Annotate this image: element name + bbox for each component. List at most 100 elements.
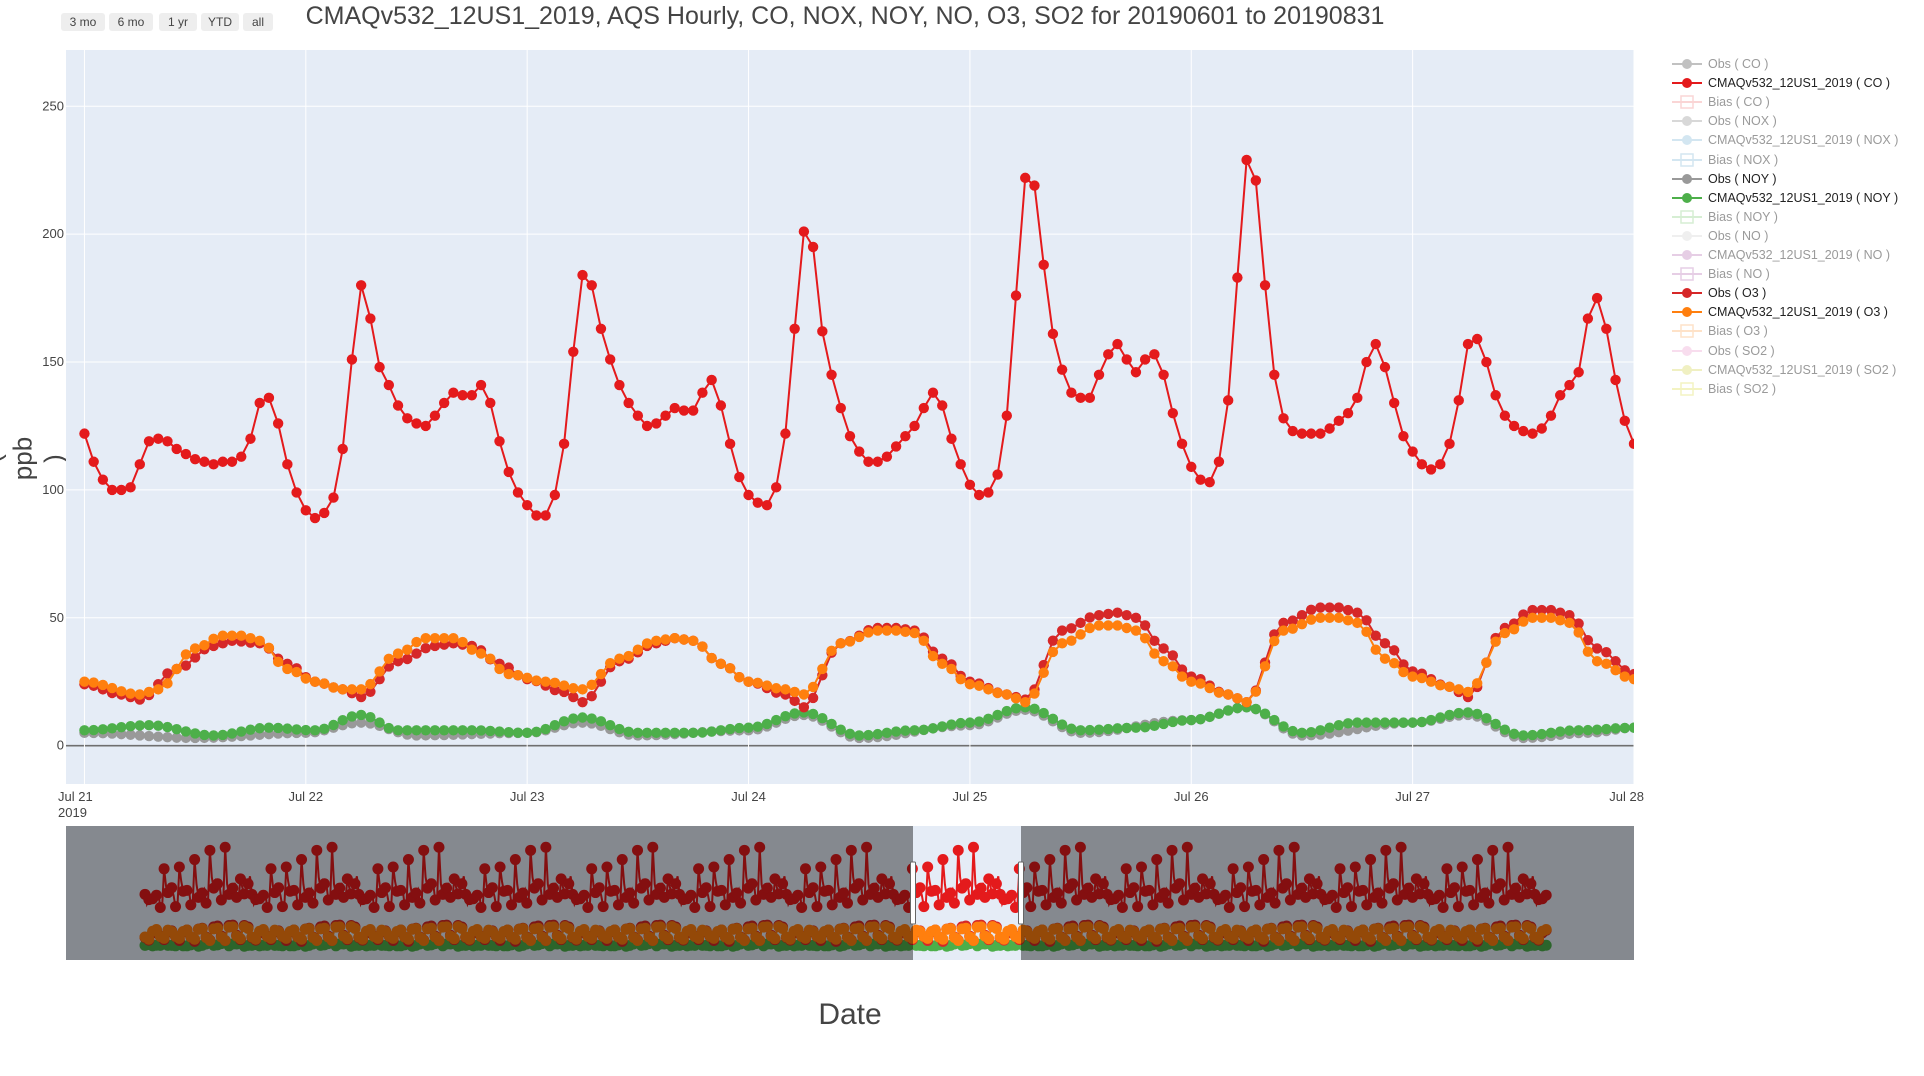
data-point[interactable]	[1167, 716, 1179, 728]
data-point[interactable]	[734, 471, 745, 483]
data-point[interactable]	[1379, 361, 1391, 373]
data-point[interactable]	[106, 682, 118, 694]
data-point[interactable]	[1435, 680, 1446, 691]
data-point[interactable]	[319, 723, 330, 735]
data-point[interactable]	[1333, 602, 1345, 613]
data-point[interactable]	[568, 691, 579, 703]
data-point[interactable]	[1379, 638, 1391, 649]
data-point[interactable]	[1056, 719, 1068, 730]
data-point[interactable]	[1287, 425, 1298, 437]
data-point[interactable]	[1047, 635, 1059, 646]
data-point[interactable]	[429, 640, 441, 652]
data-point[interactable]	[1508, 624, 1520, 635]
data-point[interactable]	[1278, 617, 1289, 629]
data-point[interactable]	[835, 402, 846, 414]
data-point[interactable]	[1444, 438, 1455, 450]
data-point[interactable]	[1010, 290, 1022, 301]
data-point[interactable]	[153, 720, 164, 731]
data-point[interactable]	[1324, 602, 1335, 613]
data-point[interactable]	[1444, 709, 1455, 721]
data-point[interactable]	[789, 695, 800, 707]
data-point[interactable]	[835, 638, 846, 649]
data-point[interactable]	[355, 717, 367, 728]
data-point[interactable]	[1361, 717, 1372, 728]
data-point[interactable]	[826, 645, 837, 657]
data-point[interactable]	[604, 657, 616, 669]
data-point[interactable]	[512, 669, 524, 681]
data-point[interactable]	[411, 636, 422, 648]
data-point[interactable]	[263, 392, 275, 404]
data-point[interactable]	[125, 482, 136, 493]
data-point[interactable]	[1416, 672, 1428, 684]
data-point[interactable]	[946, 663, 957, 675]
data-point[interactable]	[715, 400, 727, 411]
data-point[interactable]	[309, 725, 321, 736]
data-point[interactable]	[171, 663, 182, 675]
data-point[interactable]	[402, 725, 413, 736]
data-point[interactable]	[651, 418, 662, 429]
data-point[interactable]	[503, 466, 514, 478]
data-point[interactable]	[1250, 175, 1262, 186]
data-point[interactable]	[383, 379, 395, 391]
data-point[interactable]	[807, 708, 819, 720]
data-point[interactable]	[752, 677, 763, 689]
data-point[interactable]	[1167, 661, 1179, 672]
data-point[interactable]	[651, 727, 662, 739]
data-point[interactable]	[983, 684, 994, 695]
data-point[interactable]	[116, 686, 127, 697]
data-point[interactable]	[1342, 615, 1354, 626]
data-point[interactable]	[1093, 724, 1105, 735]
data-point[interactable]	[1416, 459, 1428, 470]
data-point[interactable]	[1619, 415, 1630, 427]
data-point[interactable]	[1527, 729, 1538, 741]
data-point[interactable]	[1499, 627, 1511, 639]
data-point[interactable]	[420, 420, 431, 432]
data-point[interactable]	[88, 724, 99, 736]
data-point[interactable]	[1278, 625, 1289, 636]
data-point[interactable]	[189, 643, 201, 654]
data-point[interactable]	[162, 668, 173, 679]
data-point[interactable]	[1241, 696, 1252, 708]
data-point[interactable]	[485, 397, 496, 409]
data-point[interactable]	[180, 660, 192, 671]
data-point[interactable]	[171, 443, 182, 455]
data-point[interactable]	[134, 689, 145, 700]
data-point[interactable]	[743, 676, 754, 687]
data-point[interactable]	[1601, 646, 1612, 658]
data-point[interactable]	[1472, 333, 1483, 345]
data-point[interactable]	[1195, 678, 1206, 689]
data-point[interactable]	[300, 673, 312, 684]
data-point[interactable]	[448, 725, 459, 736]
range-button-all[interactable]: all	[243, 13, 273, 31]
data-point[interactable]	[1305, 726, 1317, 738]
data-point[interactable]	[1056, 364, 1068, 375]
data-point[interactable]	[1536, 612, 1547, 623]
data-point[interactable]	[438, 633, 450, 644]
data-point[interactable]	[1555, 607, 1566, 618]
data-point[interactable]	[973, 716, 985, 727]
data-point[interactable]	[1112, 723, 1123, 734]
data-point[interactable]	[355, 684, 367, 695]
data-point[interactable]	[420, 725, 431, 736]
data-point[interactable]	[116, 721, 127, 733]
data-point[interactable]	[771, 683, 782, 694]
data-point[interactable]	[1066, 723, 1077, 734]
data-point[interactable]	[411, 725, 422, 736]
data-point[interactable]	[346, 711, 358, 722]
data-point[interactable]	[485, 725, 496, 737]
data-point[interactable]	[1259, 280, 1271, 291]
data-point[interactable]	[1232, 693, 1243, 704]
data-point[interactable]	[1020, 172, 1031, 184]
data-point[interactable]	[106, 723, 118, 734]
data-point[interactable]	[263, 642, 275, 654]
data-point[interactable]	[1130, 625, 1142, 636]
data-point[interactable]	[1481, 657, 1492, 668]
data-point[interactable]	[1130, 722, 1142, 733]
data-point[interactable]	[1573, 618, 1584, 629]
data-point[interactable]	[890, 625, 902, 636]
data-point[interactable]	[586, 713, 597, 724]
data-point[interactable]	[734, 722, 745, 734]
data-point[interactable]	[927, 723, 939, 734]
data-point[interactable]	[946, 433, 957, 444]
data-point[interactable]	[752, 497, 763, 508]
